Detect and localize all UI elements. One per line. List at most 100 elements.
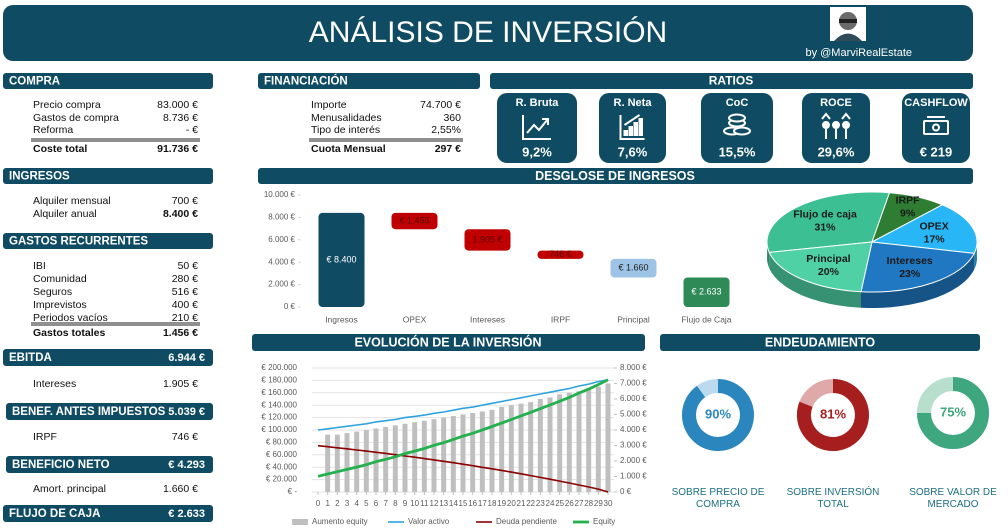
pie-label: OPEX <box>920 221 949 233</box>
y-tick-label: 0 € <box>284 302 296 311</box>
row-label: Periodos vacíos <box>33 312 108 324</box>
ratio-label: CASHFLOW <box>904 97 968 109</box>
equity-bar <box>344 433 350 492</box>
row-value: - € <box>186 124 198 136</box>
row-value: 1.905 € <box>163 378 198 390</box>
y-tick-label: 4.000 € <box>268 257 295 266</box>
total-label: Cuota Mensual <box>311 143 386 155</box>
equity-bar <box>595 386 601 492</box>
icon-part <box>526 118 549 134</box>
row-label: Seguros <box>33 286 72 298</box>
icon-part <box>542 118 549 125</box>
ratio-value: 7,6% <box>618 144 648 159</box>
pie-side <box>974 240 977 270</box>
chart-title: DESGLOSE DE INGRESOS <box>535 169 695 183</box>
row-value: 280 € <box>172 273 198 285</box>
waterfall-bar <box>537 250 584 259</box>
row-label: Reforma <box>33 124 73 136</box>
legend-label: Valor activo <box>408 517 450 526</box>
donut-value: 75% <box>940 404 966 419</box>
x-tick-label: 10 <box>410 499 419 508</box>
row-value: 1.660 € <box>163 483 198 495</box>
icon-part <box>728 113 746 123</box>
icon-part <box>623 114 641 126</box>
row-label: Menusalidades <box>311 112 382 124</box>
total-value: 8.400 € <box>163 208 198 220</box>
section-bar <box>6 456 213 473</box>
waterfall-bar <box>610 258 657 278</box>
y-tick-label: € - <box>288 487 298 496</box>
equity-bar <box>518 403 524 492</box>
row-value: 2,55% <box>431 124 461 136</box>
equity-bar <box>508 405 514 492</box>
equity-bar <box>354 431 360 492</box>
x-tick-label: 23 <box>536 499 545 508</box>
equity-bar <box>479 411 485 492</box>
x-tick-label: 21 <box>517 499 526 508</box>
x-tick-label: 20 <box>507 499 516 508</box>
y-tick-label: € 80.000 <box>266 438 298 447</box>
equity-bar <box>421 420 427 492</box>
y2-tick-label: 6.000 € <box>620 394 647 403</box>
kpi-label: BENEF. ANTES IMPUESTOS <box>12 406 166 418</box>
equity-bar <box>334 434 340 492</box>
donut-value: 90% <box>705 406 731 421</box>
pie-value: 17% <box>924 234 946 246</box>
row-value: 8.736 € <box>163 112 198 124</box>
equity-bar <box>441 417 447 492</box>
section-title: GASTOS RECURRENTES <box>9 236 148 248</box>
ratio-label: R. Neta <box>614 97 653 109</box>
kpi-label: FLUJO DE CAJA <box>9 508 100 520</box>
section-bar <box>6 403 213 420</box>
x-tick-label: 1 <box>325 499 330 508</box>
x-tick-label: 16 <box>468 499 477 508</box>
pie-label: Principal <box>806 253 850 265</box>
section-title: INGRESOS <box>9 171 70 183</box>
section-title: RATIOS <box>709 74 753 88</box>
ratio-label: CoC <box>726 97 749 109</box>
waterfall-bar <box>683 277 730 307</box>
x-tick-label: Principal <box>617 314 650 324</box>
y-tick-label: € 40.000 <box>266 462 298 471</box>
pie-label: IRPF <box>896 195 921 207</box>
icon-part <box>619 115 645 140</box>
icon-part <box>628 126 633 136</box>
series-line <box>317 444 609 493</box>
equity-bar <box>586 388 592 492</box>
equity-bar <box>460 414 466 492</box>
x-tick-label: 2 <box>335 499 340 508</box>
value-label: € 8.400 <box>326 254 356 264</box>
equity-bar <box>325 434 331 492</box>
y-tick-label: € 140.000 <box>261 400 297 409</box>
icon-part <box>638 118 643 136</box>
pie-side <box>861 253 975 308</box>
pie-label: Flujo de caja <box>793 208 857 220</box>
row-value: 210 € <box>172 312 198 324</box>
series-line <box>317 378 609 478</box>
y-tick-label: € 120.000 <box>261 413 297 422</box>
x-tick-label: 4 <box>354 499 359 508</box>
equity-bar <box>450 416 456 492</box>
value-label: 746 € <box>549 249 572 259</box>
equity-bar <box>499 406 505 492</box>
value-label: € 2.633 <box>691 287 721 297</box>
section-title: FINANCIACIÓN <box>264 75 348 88</box>
pie-slice <box>860 241 975 293</box>
pie-slice <box>766 191 891 253</box>
value-label: 1.905 € <box>472 234 502 244</box>
section-bar <box>490 73 973 89</box>
pie-label: Intereses <box>887 255 933 267</box>
y2-tick-label: 4.000 € <box>620 425 647 434</box>
x-tick-label: 30 <box>604 499 613 508</box>
icon-part <box>633 122 638 136</box>
value-label: € 1.456 <box>399 215 429 225</box>
icon-part <box>832 121 840 129</box>
x-tick-label: Flujo de Caja <box>681 314 731 324</box>
avatar <box>830 7 866 41</box>
equity-bar <box>373 428 379 492</box>
equity-bar <box>557 394 563 492</box>
total-value: 1.456 € <box>163 327 198 339</box>
y2-tick-label: 5.000 € <box>620 410 647 419</box>
donut-label: SOBRE INVERSIÓN TOTAL <box>786 487 880 510</box>
x-tick-label: 15 <box>459 499 468 508</box>
